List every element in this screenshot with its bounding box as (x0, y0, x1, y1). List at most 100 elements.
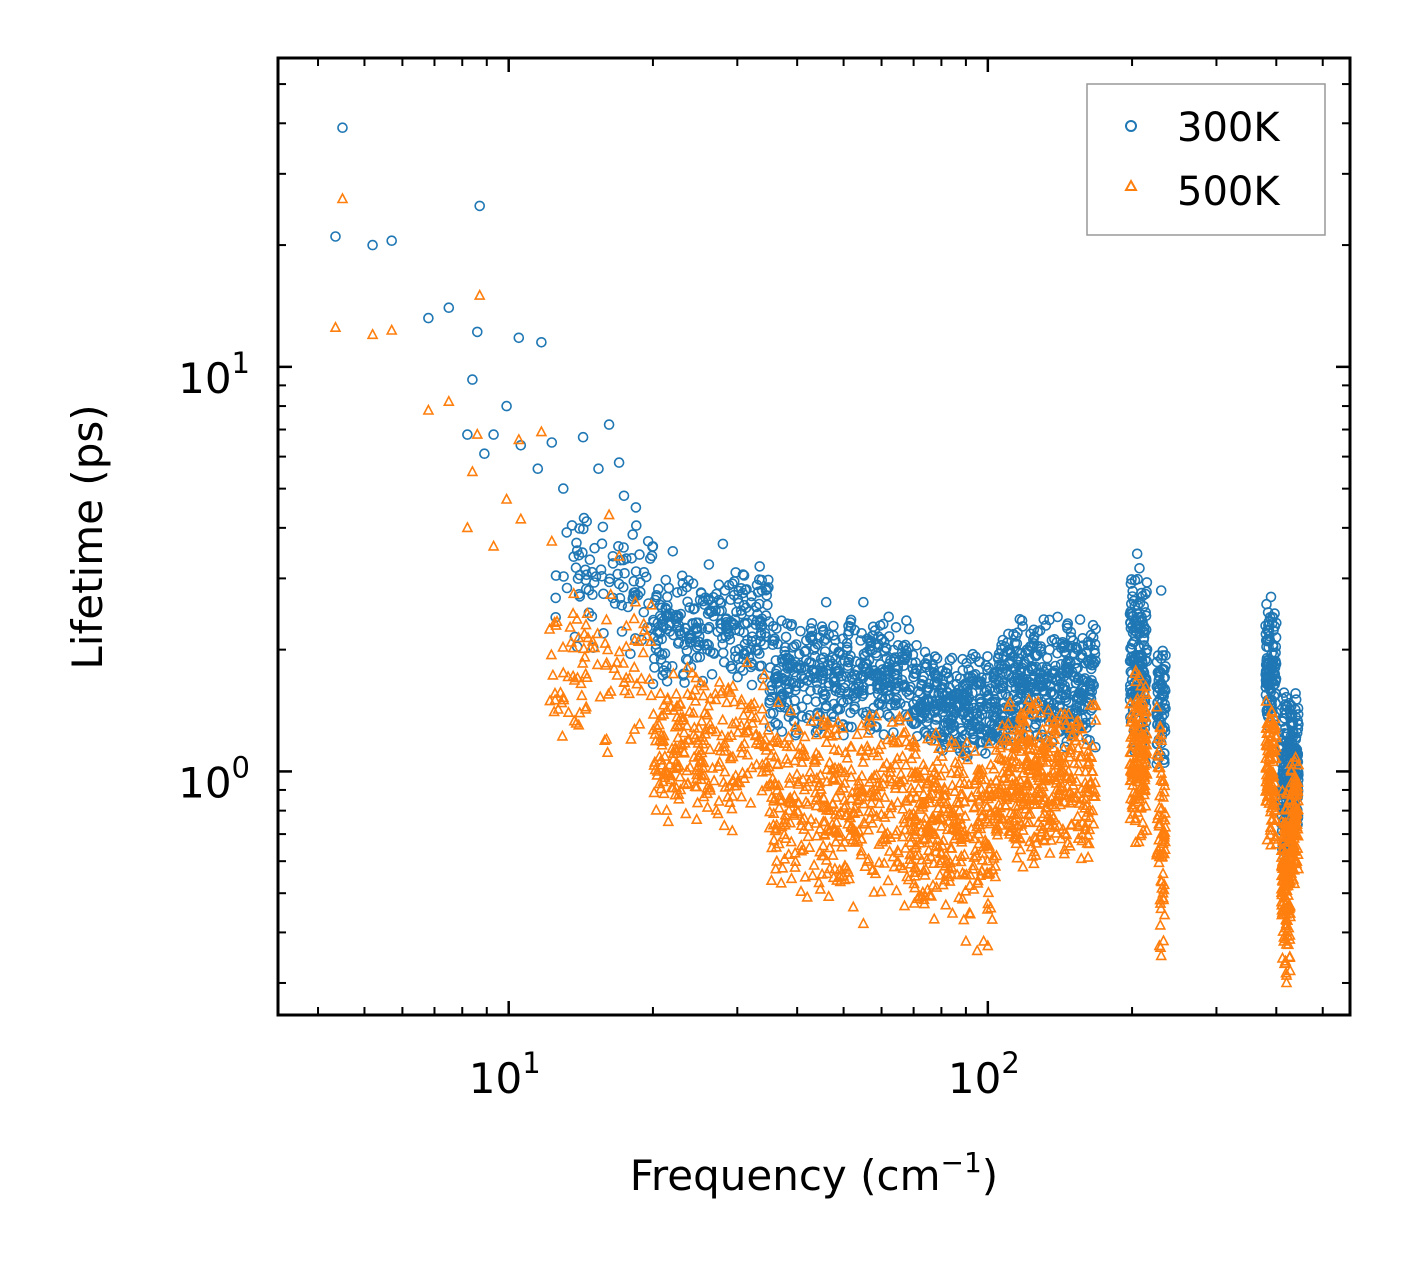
data-point-500k (620, 619, 633, 631)
data-point-500k (822, 889, 835, 902)
data-point-500k (1013, 831, 1026, 843)
data-point-300k (1292, 709, 1304, 720)
data-point-500k (782, 730, 795, 742)
data-point-500k (952, 757, 965, 769)
data-point-500k (579, 702, 592, 714)
data-point-300k (968, 732, 980, 743)
data-point-500k (814, 768, 827, 780)
data-point-300k (1261, 677, 1272, 689)
data-point-500k (915, 890, 928, 902)
data-point-300k (795, 625, 806, 637)
data-point-500k (613, 549, 625, 561)
data-point-500k (562, 705, 575, 718)
data-point-500k (897, 773, 910, 785)
data-point-500k (604, 587, 617, 600)
data-point-500k (1020, 778, 1033, 790)
data-point-500k (671, 710, 683, 722)
data-point-500k (1048, 771, 1060, 783)
data-point-500k (648, 758, 660, 770)
data-point-300k (733, 585, 744, 597)
data-point-500k (1021, 752, 1034, 764)
data-point-500k (1280, 966, 1292, 978)
data-point-500k (967, 859, 980, 871)
data-point-300k (790, 680, 802, 692)
data-point-300k (806, 626, 818, 637)
data-point-500k (1157, 867, 1169, 879)
data-point-500k (670, 744, 683, 756)
data-point-500k (775, 876, 788, 888)
data-point-300k (858, 596, 869, 608)
data-point-300k (1090, 655, 1101, 667)
data-point-500k (810, 799, 823, 811)
data-point-300k (842, 662, 853, 674)
data-point-500k (1020, 815, 1032, 827)
data-point-500k (1275, 850, 1288, 862)
data-point-300k (613, 540, 624, 552)
data-point-500k (974, 822, 987, 834)
data-point-500k (1125, 764, 1138, 776)
data-point-300k (868, 665, 880, 677)
data-point-300k (992, 653, 1004, 665)
data-point-500k (990, 774, 1003, 786)
data-point-500k (756, 702, 769, 714)
data-point-500k (904, 830, 917, 842)
data-point-300k (872, 642, 884, 653)
data-point-300k (872, 679, 884, 691)
data-point-500k (568, 714, 581, 726)
data-point-300k (1010, 672, 1022, 684)
data-point-500k (1131, 789, 1144, 801)
data-point-500k (1270, 740, 1282, 752)
data-point-500k (816, 867, 828, 879)
data-point-500k (1021, 732, 1034, 744)
data-point-500k (1049, 800, 1062, 812)
data-point-300k (702, 623, 714, 635)
data-point-500k (1264, 782, 1277, 794)
data-point-500k (692, 749, 705, 761)
data-point-500k (600, 732, 613, 744)
data-point-300k (671, 622, 683, 633)
data-point-300k (630, 502, 642, 513)
data-point-500k (969, 744, 981, 756)
data-point-300k (671, 587, 683, 598)
data-point-500k (1048, 722, 1061, 734)
data-point-500k (971, 944, 984, 956)
data-point-500k (713, 755, 726, 767)
data-point-300k (443, 302, 455, 314)
data-point-500k (969, 773, 982, 786)
data-point-500k (768, 833, 780, 845)
data-point-300k (963, 718, 975, 730)
data-point-500k (798, 730, 811, 742)
data-point-500k (933, 856, 946, 868)
data-point-500k (870, 709, 883, 721)
data-point-500k (1011, 851, 1023, 863)
data-point-500k (922, 825, 934, 837)
data-point-300k (1151, 656, 1163, 668)
data-point-500k (656, 738, 668, 750)
data-point-500k (844, 740, 857, 752)
data-point-300k (1136, 614, 1147, 626)
data-point-300k (890, 621, 902, 633)
data-point-300k (1049, 633, 1060, 645)
data-point-500k (880, 757, 893, 769)
data-point-300k (488, 429, 499, 440)
data-point-500k (878, 790, 891, 802)
data-point-500k (1044, 846, 1056, 858)
data-point-300k (1152, 650, 1164, 661)
data-point-500k (960, 934, 972, 946)
data-point-500k (681, 777, 694, 789)
data-point-300k (638, 606, 650, 618)
data-point-500k (576, 656, 589, 668)
data-point-500k (805, 812, 817, 824)
data-point-500k (599, 636, 612, 648)
data-point-500k (788, 806, 801, 819)
data-point-300k (1009, 702, 1021, 714)
data-point-500k (1082, 850, 1094, 862)
data-point-500k (578, 650, 591, 662)
data-point-500k (832, 808, 845, 820)
data-point-300k (1034, 625, 1046, 636)
data-point-500k (442, 394, 455, 407)
data-point-300k (948, 689, 959, 700)
data-point-500k (861, 740, 874, 752)
data-point-500k (968, 850, 980, 862)
data-point-300k (1134, 642, 1145, 654)
